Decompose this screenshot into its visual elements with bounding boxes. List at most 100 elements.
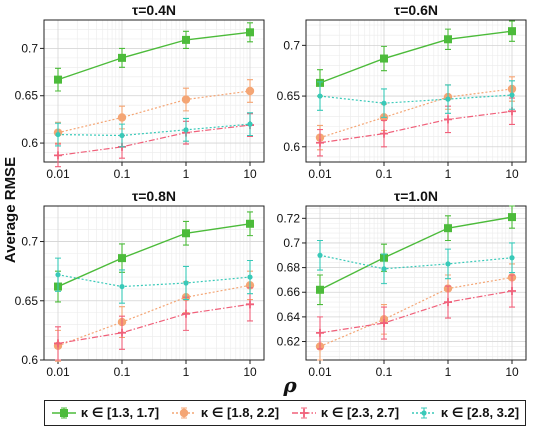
data-point (381, 100, 387, 106)
data-point (444, 224, 452, 233)
series-line (319, 276, 513, 348)
series-line (319, 88, 513, 139)
data-point (317, 93, 323, 99)
y-tick-label: 0.66 (277, 285, 301, 299)
series-line (57, 31, 251, 81)
series-line (57, 124, 251, 156)
data-point (247, 121, 253, 127)
data-point (119, 132, 125, 139)
x-tick-label: 1 (445, 365, 452, 379)
y-tick-label: 0.7 (21, 41, 38, 55)
data-point (380, 129, 388, 138)
data-point (181, 95, 191, 104)
legend-item: κ ∈ [2.8, 3.2] (411, 405, 519, 421)
data-point (54, 75, 62, 84)
series-line (319, 94, 513, 104)
data-point (316, 285, 324, 294)
data-point (509, 92, 515, 98)
data-point (246, 219, 254, 228)
x-tick-label: 0.01 (308, 167, 332, 181)
minor-grid (306, 206, 526, 360)
data-point (182, 309, 190, 318)
data-point (182, 35, 190, 44)
data-point (380, 319, 388, 328)
y-tick-label: 0.7 (283, 236, 300, 250)
data-point (54, 339, 62, 348)
series-4 (55, 112, 253, 148)
y-axis-label: Average RMSE (2, 157, 19, 263)
data-point (509, 255, 515, 261)
series-line (319, 216, 513, 291)
x-tick-label: 0.01 (46, 365, 70, 379)
data-point (316, 138, 324, 147)
data-point (445, 96, 451, 102)
series-line (57, 284, 251, 347)
x-tick-label: 10 (243, 167, 257, 181)
data-point (444, 35, 452, 44)
series-line (57, 303, 251, 345)
series-line (319, 110, 513, 144)
series-line (319, 30, 513, 84)
data-point (246, 300, 254, 309)
y-tick-label: 0.6 (21, 136, 38, 150)
data-point (183, 280, 189, 286)
data-point (508, 287, 516, 296)
subplot-1: 0.01 0.1 1 10 0.6 0.65 0.7 τ=0.4N (15, 2, 265, 181)
legend-marker (421, 410, 427, 416)
data-point (508, 27, 516, 36)
subplot-title: τ=0.4N (132, 2, 176, 18)
y-tick-label: 0.65 (15, 294, 39, 308)
legend-item: κ ∈ [1.8, 2.2] (171, 405, 279, 421)
legend-marker (59, 409, 68, 417)
legend-item: κ ∈ [1.3, 1.7] (51, 405, 159, 421)
legend-marker (179, 408, 189, 418)
subplot-4: 0.01 0.1 1 10 0.62 0.64 0.66 0.68 0.7 0.72 τ=1.0N (277, 188, 527, 379)
y-tick-label: 0.7 (21, 235, 38, 249)
x-tick-label: 0.1 (376, 365, 393, 379)
x-axis-label: ρ (282, 373, 297, 397)
data-point (444, 298, 452, 307)
subplot-title: τ=0.8N (132, 188, 176, 204)
data-point (380, 54, 388, 63)
legend-item: κ ∈ [2.3, 2.7] (291, 405, 399, 421)
series-3 (54, 113, 254, 168)
x-tick-label: 0.1 (114, 365, 131, 379)
legend-label: κ ∈ [1.3, 1.7] (80, 405, 160, 420)
data-point (444, 115, 452, 124)
legend: κ ∈ [1.3, 1.7] κ ∈ [1.8, 2.2] κ ∈ [2.3, … (44, 400, 526, 426)
series-line (319, 290, 513, 334)
series-line (57, 123, 251, 137)
y-tick-label: 0.64 (277, 310, 301, 324)
data-point (118, 328, 126, 337)
x-tick-label: 10 (505, 365, 519, 379)
series-3 (316, 274, 516, 350)
data-point (118, 53, 126, 62)
data-point (54, 151, 62, 160)
data-point (316, 328, 324, 337)
data-point (381, 266, 387, 272)
series-1 (54, 211, 254, 303)
series-line (57, 274, 251, 288)
subplot-3: 0.01 0.1 1 10 0.6 0.65 0.7 τ=0.8N (15, 188, 265, 379)
series-1 (316, 20, 516, 97)
data-point (55, 131, 61, 138)
legend-swatch-1 (51, 407, 76, 419)
minor-grid (44, 206, 264, 361)
plot-frame (43, 19, 265, 163)
subplot-title: τ=0.6N (394, 2, 438, 18)
legend-swatch-3 (291, 407, 316, 419)
data-point (119, 283, 125, 290)
plot-frame (305, 19, 527, 163)
y-tick-label: 0.7 (283, 38, 300, 52)
legend-swatch-4 (411, 407, 436, 419)
data-point (508, 213, 516, 222)
series-3 (54, 287, 254, 361)
y-tick-label: 0.68 (277, 261, 301, 275)
data-point (118, 254, 126, 263)
data-point (117, 113, 127, 122)
series-line (57, 90, 251, 134)
subplot-2: 0.01 0.1 1 10 0.6 0.65 0.7 τ=0.6N (277, 2, 527, 181)
y-tick-label: 0.6 (21, 353, 38, 367)
y-tick-label: 0.72 (277, 211, 301, 225)
data-point (246, 28, 254, 37)
